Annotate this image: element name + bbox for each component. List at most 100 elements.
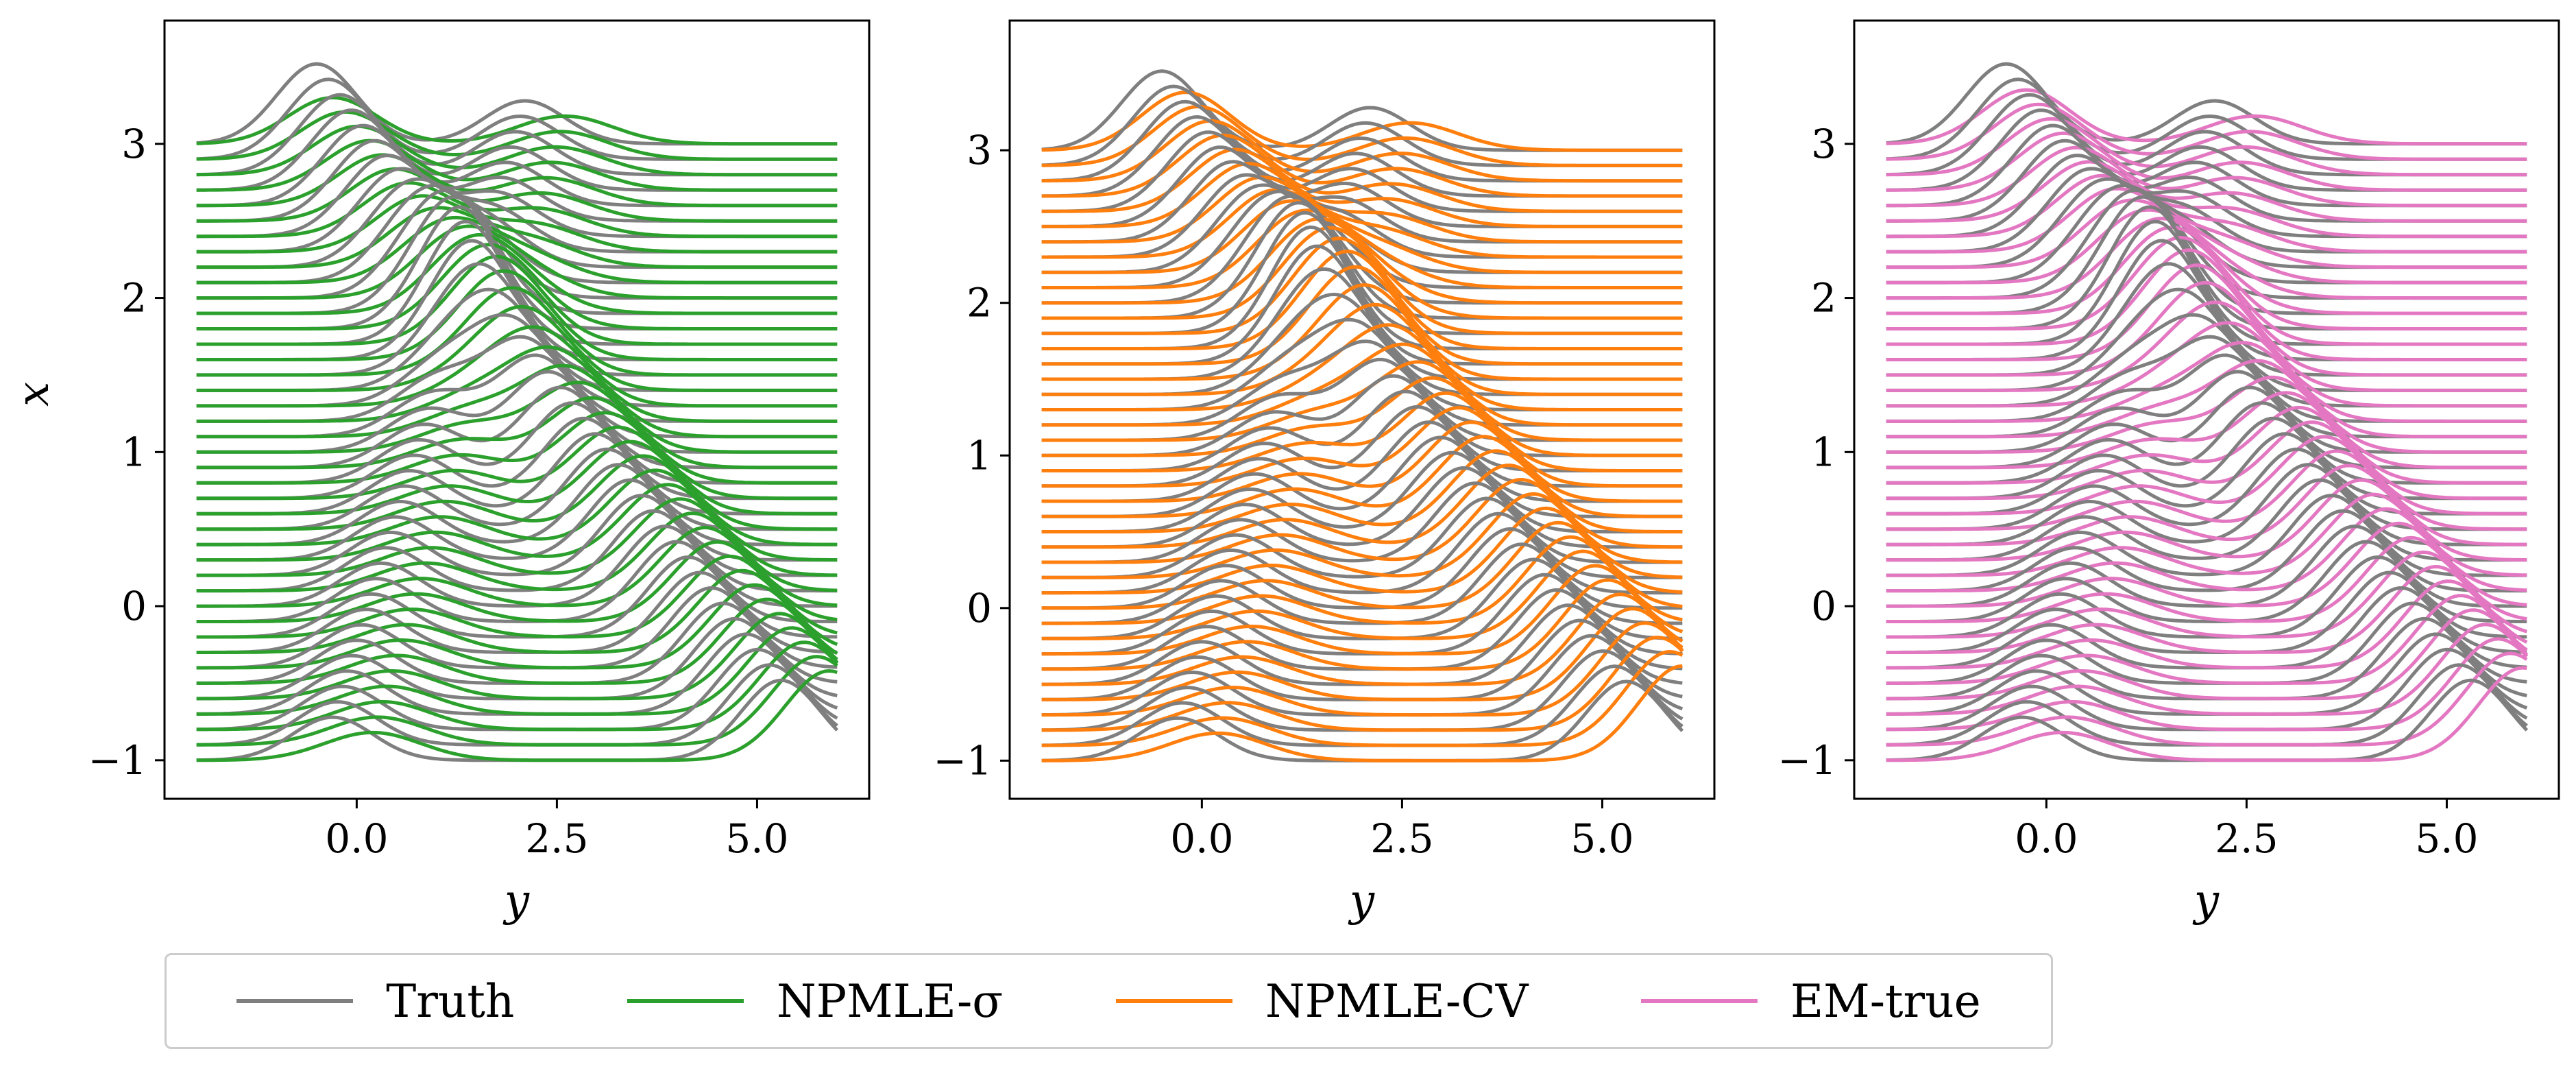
x-tick-label: 5.0 (2415, 815, 2478, 862)
series-line-model (1041, 621, 1684, 717)
series-line-truth (196, 463, 838, 546)
y-tick-label: −1 (934, 737, 993, 784)
series-line-truth (1041, 357, 1683, 442)
series-line-model (1886, 375, 2527, 454)
series-line-model (196, 655, 838, 747)
series-line-model (1886, 248, 2527, 346)
y-tick-label: 1 (1811, 429, 1836, 475)
x-tick-label: 0.0 (2015, 815, 2078, 862)
series-line-truth (1041, 512, 1683, 595)
chart-panel-middle: 0.0 2.5 5.0 −1 0 1 2 3 y (934, 19, 1716, 926)
series-line-model (196, 612, 839, 701)
series-line-model (196, 454, 838, 531)
series-line-model (196, 396, 838, 470)
series-line-model (1041, 360, 1683, 442)
series-line-model (196, 554, 838, 639)
series-line-model (1886, 464, 2527, 546)
series-line-model (196, 669, 838, 762)
plot-frame (1853, 19, 2560, 800)
series-line-model (1886, 651, 2528, 747)
series-line-truth (196, 416, 838, 501)
x-axis-label: y (2192, 876, 2220, 926)
series-line-model (1041, 208, 1683, 289)
series-line-truth (196, 353, 838, 439)
chart-panel-left: 0.0 2.5 5.0 −1 0 1 2 3 y x (8, 19, 871, 926)
y-tick-label: −1 (88, 737, 147, 784)
series-line-model (1041, 636, 1684, 732)
legend-swatch-npmle-cv (1115, 999, 1232, 1003)
series-line-model (1041, 449, 1683, 533)
x-tick-label: 0.0 (325, 815, 388, 862)
series-line-model (1041, 217, 1683, 305)
series-line-truth (196, 509, 838, 593)
series-line-truth (1041, 649, 1684, 732)
series-line-truth (1041, 389, 1683, 472)
legend-label-npmle-sigma: NPMLE-σ (777, 974, 1004, 1028)
series-line-model (1041, 237, 1683, 335)
series-line-truth (1886, 494, 2527, 577)
series-line-model (1041, 649, 1684, 747)
series-line-model (1041, 564, 1684, 656)
series-line-model (196, 167, 838, 223)
series-line-truth (1886, 647, 2528, 732)
series-line-model (196, 483, 838, 562)
series-line-model (196, 540, 838, 623)
series-line-truth (1886, 401, 2527, 485)
series-line-model (196, 269, 838, 361)
series-line-truth (196, 385, 838, 470)
series-line-truth (196, 335, 838, 423)
legend-swatch-em-true (1640, 999, 1758, 1003)
series-line-model (1886, 550, 2528, 639)
series-line-model (1041, 265, 1683, 366)
series-line-model (1041, 520, 1683, 610)
series-line-model (196, 206, 838, 269)
series-line-model (1886, 341, 2527, 423)
series-line-truth (1041, 183, 1683, 274)
series-line-model (196, 286, 838, 377)
series-line-model (196, 194, 838, 254)
series-line-model (1886, 102, 2527, 161)
series-line-model (196, 215, 838, 285)
series-line-model (1886, 637, 2529, 732)
series-line-model (1886, 208, 2527, 285)
series-line-model (1041, 406, 1683, 488)
series-line-truth (1886, 478, 2527, 562)
series-line-model (1041, 376, 1683, 457)
series-line-model (1041, 133, 1683, 198)
series-line-model (1041, 607, 1684, 701)
series-line-model (1886, 666, 2527, 762)
chart-panel-right: 0.0 2.5 5.0 −1 0 1 2 3 y (1778, 19, 2560, 926)
series-line-model (1041, 420, 1683, 503)
series-line-model (196, 181, 838, 239)
x-tick-label: 2.5 (2215, 815, 2278, 862)
y-tick-label: 1 (121, 429, 147, 475)
series-line-truth (1886, 524, 2527, 608)
series-line-model (1886, 564, 2528, 654)
series-line-model (1886, 449, 2527, 531)
series-line-truth (196, 494, 838, 577)
series-line-model (1886, 405, 2527, 485)
x-tick-label: 5.0 (725, 815, 788, 862)
series-line-model (1886, 131, 2527, 192)
series-line-model (196, 568, 838, 654)
series-line-model (1041, 199, 1683, 274)
series-line-truth (196, 524, 838, 608)
series-line-model (196, 95, 838, 146)
series-line-truth (196, 570, 838, 654)
series-line-model (196, 139, 838, 192)
series-line-model (1886, 280, 2527, 377)
series-line-model (1886, 608, 2529, 701)
series-line-model (1041, 664, 1683, 762)
y-tick-label: 3 (1811, 121, 1836, 167)
legend-item-npmle-sigma: NPMLE-σ (627, 975, 1003, 1028)
curves-group (1886, 62, 2529, 762)
series-line-truth (1886, 416, 2527, 501)
series-line-model (196, 345, 838, 423)
series-line-model (196, 381, 838, 454)
series-line-truth (1886, 509, 2527, 593)
series-line-truth (196, 401, 838, 485)
series-line-model (196, 425, 838, 501)
y-tick-label: 2 (1811, 275, 1836, 322)
series-line-truth (1041, 339, 1683, 427)
series-line-model (196, 363, 838, 439)
